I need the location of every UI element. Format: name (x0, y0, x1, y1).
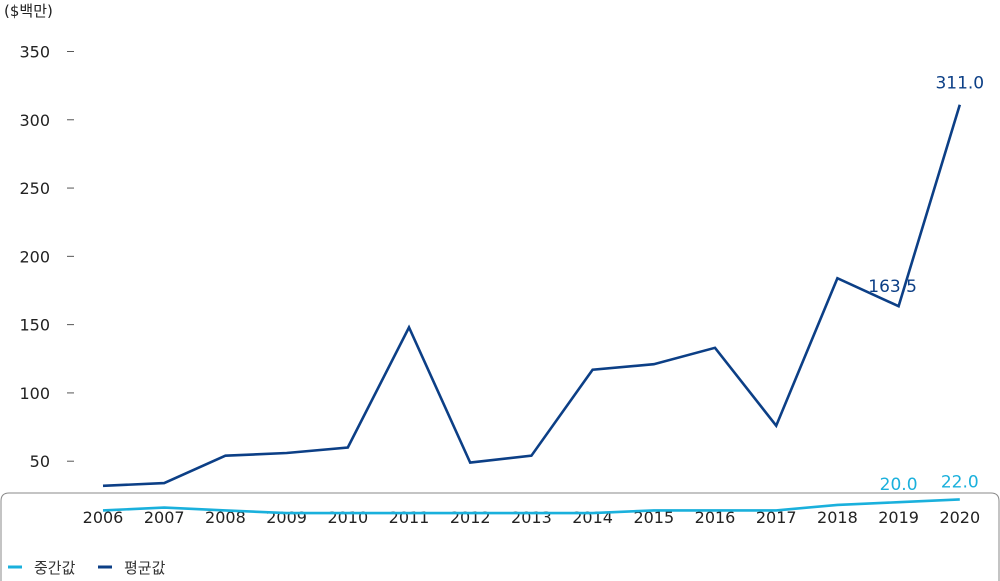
x-axis-frame (0, 492, 1000, 581)
y-tick-label: 350 (19, 42, 50, 61)
x-tick-label: 2018 (817, 508, 858, 527)
x-tick-label: 2011 (389, 508, 430, 527)
x-tick-label: 2007 (144, 508, 185, 527)
x-tick-label: 2017 (756, 508, 797, 527)
x-tick-label: 2006 (83, 508, 124, 527)
y-tick-label: 150 (19, 316, 50, 335)
series-lines (102, 104, 962, 515)
data-label: 163.5 (868, 277, 917, 297)
y-tick-label: 250 (19, 179, 50, 198)
data-label: 22.0 (941, 472, 979, 492)
y-axis-unit-label: ($백만) (4, 2, 53, 20)
x-tick-label: 2010 (327, 508, 368, 527)
legend-label: 평균값 (124, 559, 166, 577)
x-tick-label: 2014 (572, 508, 613, 527)
x-tick-label: 2008 (205, 508, 246, 527)
data-label: 311.0 (935, 74, 984, 94)
data-labels: 20.0 22.0 163.5 311.0 (868, 74, 984, 495)
y-tick-label: 50 (30, 452, 50, 471)
legend-label: 중간값 (34, 559, 76, 577)
x-tick-label: 2015 (633, 508, 674, 527)
data-label: 20.0 (880, 475, 918, 495)
series-line-mean (102, 104, 962, 488)
y-tick-label: 100 (19, 384, 50, 403)
series-line-median (102, 498, 960, 515)
x-tick-label: 2020 (939, 508, 980, 527)
y-tick-label: 300 (19, 111, 50, 130)
x-tick-label: 2012 (450, 508, 491, 527)
x-tick-label: 2016 (695, 508, 736, 527)
x-tick-label: 2019 (878, 508, 919, 527)
y-tick-label: 200 (19, 247, 50, 266)
legend: 중간값 평균값 (8, 559, 166, 577)
x-tick-label: 2013 (511, 508, 552, 527)
x-tick-label: 2009 (266, 508, 307, 527)
y-axis: 350 300 250 200 150 100 50 (19, 42, 74, 471)
